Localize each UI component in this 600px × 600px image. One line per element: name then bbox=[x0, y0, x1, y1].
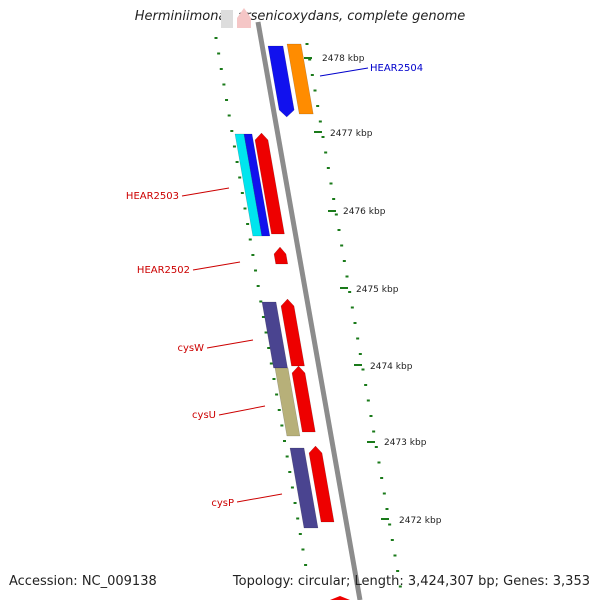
genome-summary: Topology: circular; Length: 3,424,307 bp… bbox=[232, 574, 590, 589]
gene-label: cysP bbox=[211, 498, 234, 509]
gene-features bbox=[234, 43, 350, 600]
gene-feature-hear2503-red bbox=[254, 132, 285, 235]
accession-text: Accession: NC_009138 bbox=[9, 574, 157, 589]
gene-label: cysU bbox=[192, 410, 216, 421]
scale-label: 2474 kbp bbox=[370, 362, 413, 372]
gene-feature-cysu-red bbox=[291, 365, 316, 433]
outer-tick-dots bbox=[304, 43, 402, 588]
inner-tick-dots bbox=[214, 37, 308, 566]
gene-labels: HEAR2504 HEAR2503 HEAR2502 cysW cysU cysP bbox=[126, 63, 423, 509]
gene-feature-hear2502 bbox=[273, 246, 289, 265]
label-leader-line bbox=[218, 405, 266, 416]
map-title: Herminiimonas arsenicoxydans, complete g… bbox=[134, 9, 466, 24]
genome-backbone bbox=[255, 21, 363, 600]
gene-label: HEAR2504 bbox=[370, 63, 423, 74]
scale-label: 2472 kbp bbox=[399, 516, 442, 526]
label-leader-line bbox=[181, 187, 230, 197]
faded-feature bbox=[221, 10, 233, 28]
gene-feature-cysu-olive bbox=[274, 367, 301, 437]
scale-label: 2476 kbp bbox=[343, 207, 386, 217]
faded-feature bbox=[237, 8, 251, 28]
gene-feature-hear2504-orange bbox=[286, 43, 314, 115]
faded-top-features bbox=[221, 8, 251, 28]
gene-feature-cysw-red bbox=[280, 298, 305, 367]
scale-label: 2473 kbp bbox=[384, 438, 427, 448]
gene-label: HEAR2503 bbox=[126, 191, 179, 202]
label-leader-line bbox=[192, 261, 241, 271]
gene-feature-cysp-red bbox=[308, 445, 335, 523]
gene-feature-cysp-slate bbox=[289, 447, 319, 529]
gene-feature-cut bbox=[330, 596, 350, 600]
scale-label: 2478 kbp bbox=[322, 54, 365, 64]
gene-feature-hear2504-blue bbox=[267, 45, 295, 118]
scale-labels: 2478 kbp 2477 kbp 2476 kbp 2475 kbp 2474 kbp… bbox=[322, 54, 442, 526]
gene-label: cysW bbox=[177, 343, 204, 354]
label-leader-line bbox=[206, 339, 254, 349]
label-leader-line bbox=[319, 67, 369, 77]
scale-label: 2477 kbp bbox=[330, 129, 373, 139]
label-leader-line bbox=[236, 493, 283, 503]
gene-label: HEAR2502 bbox=[137, 265, 190, 276]
scale-label: 2475 kbp bbox=[356, 285, 399, 295]
gene-feature-hear2503-blue bbox=[243, 133, 271, 237]
